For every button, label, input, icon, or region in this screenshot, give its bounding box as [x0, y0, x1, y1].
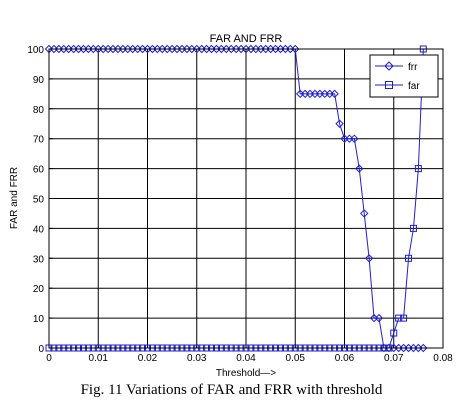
x-tick-label: 0.04 — [236, 353, 256, 364]
y-tick-label: 40 — [33, 224, 45, 235]
far-point — [405, 254, 413, 262]
y-tick-label: 10 — [33, 314, 45, 325]
frr-point — [419, 343, 428, 353]
y-tick-label: 50 — [33, 195, 45, 206]
figure-caption: Fig. 11 Variations of FAR and FRR with t… — [80, 382, 383, 398]
y-tick-label: 30 — [33, 254, 45, 265]
y-tick-label: 70 — [33, 135, 45, 146]
x-tick-label: 0.02 — [138, 353, 158, 364]
grid — [49, 49, 443, 348]
frr-point — [350, 134, 359, 143]
chart-title: FAR AND FRR — [210, 33, 283, 45]
legend-far-marker — [385, 81, 393, 89]
x-tick-label: 0.01 — [89, 353, 109, 364]
y-tick-label: 20 — [33, 284, 45, 295]
y-axis-label: FAR and FRR — [9, 167, 20, 229]
x-tick-label: 0 — [46, 353, 52, 364]
legend-far-label: far — [408, 81, 420, 92]
y-tick-label: 60 — [33, 165, 45, 176]
far-point — [414, 165, 422, 173]
far-point — [400, 314, 408, 322]
legend: frr far — [369, 54, 439, 98]
legend-box — [369, 54, 439, 98]
y-tick-label: 80 — [33, 105, 45, 116]
frr-point — [291, 44, 300, 54]
far-point — [390, 329, 398, 337]
frr-point — [355, 164, 364, 173]
y-axis-ticks: 0 10 20 30 40 50 60 70 80 90 100 — [27, 45, 53, 355]
x-tick-label: 0.07 — [384, 353, 404, 364]
x-axis-label: Threshold—> — [216, 368, 276, 379]
x-tick-label: 0.08 — [433, 353, 453, 364]
y-tick-label: 100 — [27, 45, 44, 56]
x-tick-label: 0.03 — [187, 353, 207, 364]
frr-point — [374, 313, 384, 323]
legend-frr-label: frr — [408, 62, 418, 73]
far-frr-chart: FAR AND FRR Threshold—> FAR and FRR 0 0.0… — [9, 33, 453, 379]
plot-frame — [48, 48, 444, 349]
far-point — [395, 314, 403, 322]
y-tick-label: 90 — [33, 75, 45, 86]
frr-point — [335, 119, 344, 128]
frr-point — [364, 254, 374, 263]
x-axis-ticks: 0 0.01 0.02 0.03 0.04 0.05 0.06 0.07 0.08 — [46, 344, 453, 364]
x-tick-label: 0.06 — [335, 353, 355, 364]
x-tick-label: 0.05 — [286, 353, 306, 364]
frr-point — [330, 89, 339, 99]
y-tick-label: 0 — [38, 344, 44, 355]
far-point — [409, 224, 417, 232]
frr-point — [359, 209, 369, 218]
legend-frr-marker — [384, 61, 394, 71]
